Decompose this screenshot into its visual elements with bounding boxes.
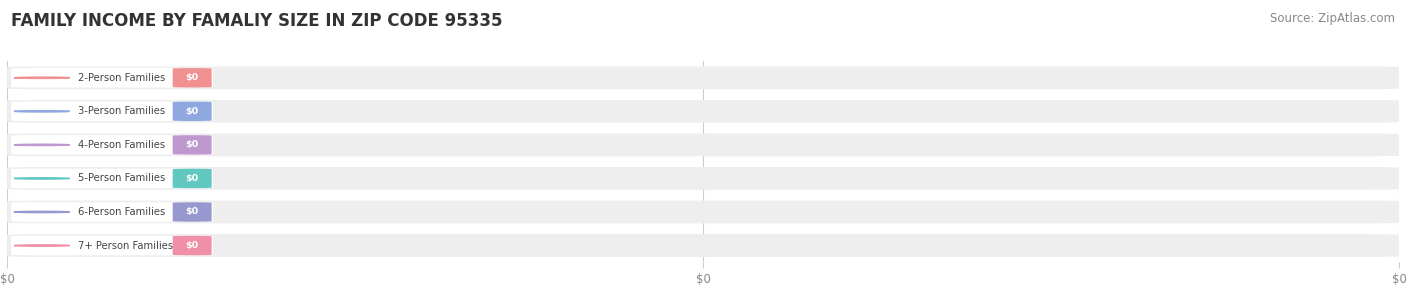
FancyBboxPatch shape bbox=[11, 169, 214, 188]
FancyBboxPatch shape bbox=[173, 169, 212, 188]
FancyBboxPatch shape bbox=[173, 236, 212, 255]
Circle shape bbox=[14, 178, 70, 179]
Text: $0: $0 bbox=[186, 107, 198, 116]
FancyBboxPatch shape bbox=[7, 100, 1399, 123]
Text: 2-Person Families: 2-Person Families bbox=[77, 73, 166, 83]
Text: 6-Person Families: 6-Person Families bbox=[77, 207, 166, 217]
FancyBboxPatch shape bbox=[11, 202, 214, 222]
FancyBboxPatch shape bbox=[11, 102, 214, 121]
Text: 5-Person Families: 5-Person Families bbox=[77, 174, 166, 183]
Text: FAMILY INCOME BY FAMALIY SIZE IN ZIP CODE 95335: FAMILY INCOME BY FAMALIY SIZE IN ZIP COD… bbox=[11, 12, 503, 30]
FancyBboxPatch shape bbox=[7, 234, 1399, 257]
Text: $0: $0 bbox=[186, 174, 198, 183]
Text: $0: $0 bbox=[186, 140, 198, 149]
Circle shape bbox=[14, 111, 70, 112]
FancyBboxPatch shape bbox=[11, 236, 214, 255]
Circle shape bbox=[14, 245, 70, 246]
FancyBboxPatch shape bbox=[173, 135, 212, 155]
Text: $0: $0 bbox=[186, 241, 198, 250]
FancyBboxPatch shape bbox=[173, 68, 212, 88]
FancyBboxPatch shape bbox=[173, 202, 212, 222]
FancyBboxPatch shape bbox=[11, 135, 214, 155]
Circle shape bbox=[14, 77, 70, 78]
FancyBboxPatch shape bbox=[11, 68, 214, 88]
Circle shape bbox=[14, 144, 70, 145]
FancyBboxPatch shape bbox=[173, 102, 212, 121]
FancyBboxPatch shape bbox=[7, 66, 1399, 89]
Circle shape bbox=[14, 211, 70, 213]
Text: Source: ZipAtlas.com: Source: ZipAtlas.com bbox=[1270, 12, 1395, 25]
FancyBboxPatch shape bbox=[7, 167, 1399, 190]
Text: 7+ Person Families: 7+ Person Families bbox=[77, 241, 173, 250]
FancyBboxPatch shape bbox=[7, 201, 1399, 223]
Text: 4-Person Families: 4-Person Families bbox=[77, 140, 165, 150]
Text: $0: $0 bbox=[186, 207, 198, 217]
FancyBboxPatch shape bbox=[7, 134, 1399, 156]
Text: 3-Person Families: 3-Person Families bbox=[77, 106, 165, 116]
Text: $0: $0 bbox=[186, 73, 198, 82]
